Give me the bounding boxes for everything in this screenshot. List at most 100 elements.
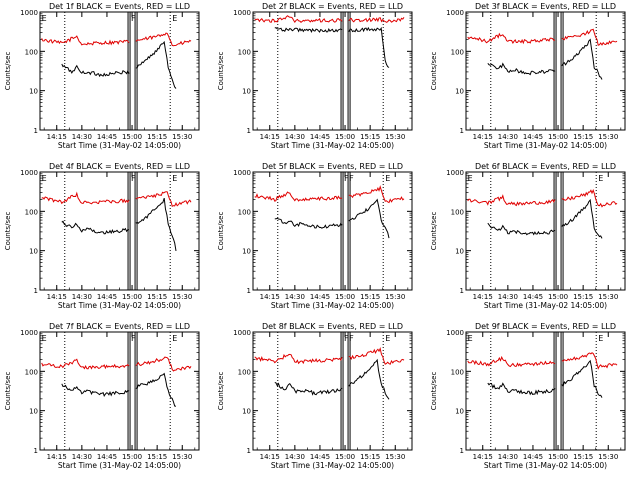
flag-label: E	[42, 14, 47, 23]
y-tick-label: 10	[455, 88, 464, 96]
lld-series-line	[561, 352, 618, 370]
x-tick-label: 14:45	[523, 133, 543, 141]
x-tick-label: 15:00	[548, 293, 568, 301]
flag-label: F	[349, 334, 354, 343]
x-tick-label: 15:30	[172, 453, 192, 461]
y-axis-label: Counts/sec	[4, 212, 12, 251]
chart-panel: Det 1f BLACK = Events, RED = LLD 1 10 100 10…	[4, 2, 200, 150]
x-tick-label: 14:15	[47, 133, 67, 141]
x-tick-label: 14:45	[97, 453, 117, 461]
events-series-line	[348, 26, 390, 68]
y-tick-label: 1000	[20, 329, 38, 337]
y-tick-label: 1000	[20, 169, 38, 177]
flag-label: E	[42, 174, 47, 183]
x-axis-label: Start Time (31-May-02 14:05:00)	[484, 461, 607, 470]
x-tick-label: 14:45	[97, 293, 117, 301]
x-tick-label: 15:15	[147, 453, 167, 461]
chart-title: Det 2f BLACK = Events, RED = LLD	[262, 2, 403, 11]
x-axis-label: Start Time (31-May-02 14:05:00)	[484, 301, 607, 310]
chart-panel: Det 6f BLACK = Events, RED = LLD 1 10 100 10…	[430, 162, 626, 310]
lld-series-line	[254, 15, 343, 23]
y-tick-label: 1	[34, 127, 38, 135]
x-tick-label: 15:00	[335, 133, 355, 141]
flag-label: F	[131, 174, 136, 183]
x-tick-label: 14:45	[523, 453, 543, 461]
flag-label: F	[131, 334, 136, 343]
y-tick-label: 100	[25, 48, 38, 56]
y-tick-label: 1000	[233, 9, 251, 17]
x-axis-label: Start Time (31-May-02 14:05:00)	[271, 301, 394, 310]
lld-series-line	[561, 28, 618, 46]
lld-series-line	[561, 188, 618, 208]
events-series-line	[135, 40, 177, 89]
y-tick-label: 1	[34, 447, 38, 455]
lld-series-line	[254, 191, 343, 202]
flag-label: F	[131, 14, 136, 23]
y-axis-label: Counts/sec	[4, 372, 12, 411]
y-tick-label: 10	[242, 88, 251, 96]
y-axis-label: Counts/sec	[217, 212, 225, 251]
lld-series-line	[348, 185, 405, 204]
x-tick-label: 14:30	[285, 293, 305, 301]
chart-title: Det 7f BLACK = Events, RED = LLD	[49, 322, 190, 331]
y-tick-label: 1000	[20, 9, 38, 17]
chart-title: Det 8f BLACK = Events, RED = LLD	[262, 322, 403, 331]
x-axis-label: Start Time (31-May-02 14:05:00)	[271, 141, 394, 150]
y-tick-label: 10	[242, 248, 251, 256]
x-tick-label: 14:30	[72, 453, 92, 461]
x-tick-label: 14:30	[72, 293, 92, 301]
plot-frame	[39, 331, 200, 451]
y-axis-label: Counts/sec	[430, 212, 438, 251]
flag-label: E	[468, 174, 473, 183]
x-tick-label: 14:45	[523, 293, 543, 301]
x-tick-label: 14:30	[498, 133, 518, 141]
y-tick-label: 1	[247, 287, 251, 295]
y-axis-label: Counts/sec	[217, 52, 225, 91]
x-tick-label: 15:15	[147, 293, 167, 301]
y-tick-label: 100	[238, 208, 251, 216]
chart-panel: Det 8f BLACK = Events, RED = LLD 1 10 100 10…	[217, 322, 413, 470]
y-tick-label: 1000	[446, 169, 464, 177]
plot-frame	[465, 331, 626, 451]
x-tick-label: 15:30	[172, 133, 192, 141]
y-tick-label: 1000	[446, 329, 464, 337]
y-tick-label: 10	[29, 408, 38, 416]
x-tick-label: 14:15	[260, 133, 280, 141]
y-tick-label: 100	[451, 368, 464, 376]
lld-series-line	[348, 17, 405, 23]
lld-series-line	[467, 32, 556, 45]
lld-series-line	[467, 355, 556, 368]
lld-series-line	[41, 191, 130, 205]
lld-series-line	[135, 356, 192, 372]
x-tick-label: 14:15	[473, 133, 493, 141]
x-tick-label: 15:00	[335, 293, 355, 301]
chart-panel: Det 4f BLACK = Events, RED = LLD 1 10 100 10…	[4, 162, 200, 310]
plot-frame	[465, 171, 626, 291]
y-tick-label: 10	[242, 408, 251, 416]
x-tick-label: 15:30	[385, 133, 405, 141]
y-tick-label: 100	[25, 368, 38, 376]
x-axis-label: Start Time (31-May-02 14:05:00)	[58, 141, 181, 150]
x-tick-label: 15:15	[360, 293, 380, 301]
flag-label: E	[598, 174, 603, 183]
y-tick-label: 1	[34, 287, 38, 295]
y-tick-label: 10	[455, 248, 464, 256]
lld-series-line	[135, 32, 192, 47]
y-tick-label: 100	[25, 208, 38, 216]
x-tick-label: 14:15	[47, 453, 67, 461]
x-tick-label: 14:15	[260, 453, 280, 461]
x-tick-label: 15:30	[385, 453, 405, 461]
events-series-line	[487, 62, 556, 76]
plot-frame	[252, 331, 413, 451]
x-tick-label: 14:45	[310, 133, 330, 141]
chart-panel: Det 5f BLACK = Events, RED = LLD 1 10 100 10…	[217, 162, 413, 310]
y-tick-label: 1000	[446, 9, 464, 17]
events-series-line	[274, 217, 343, 229]
chart-panel: Det 7f BLACK = Events, RED = LLD 1 10 100 10…	[4, 322, 200, 470]
chart-title: Det 1f BLACK = Events, RED = LLD	[49, 2, 190, 11]
x-tick-label: 15:15	[573, 293, 593, 301]
x-tick-label: 14:30	[72, 133, 92, 141]
chart-title: Det 3f BLACK = Events, RED = LLD	[475, 2, 616, 11]
y-tick-label: 1	[460, 287, 464, 295]
